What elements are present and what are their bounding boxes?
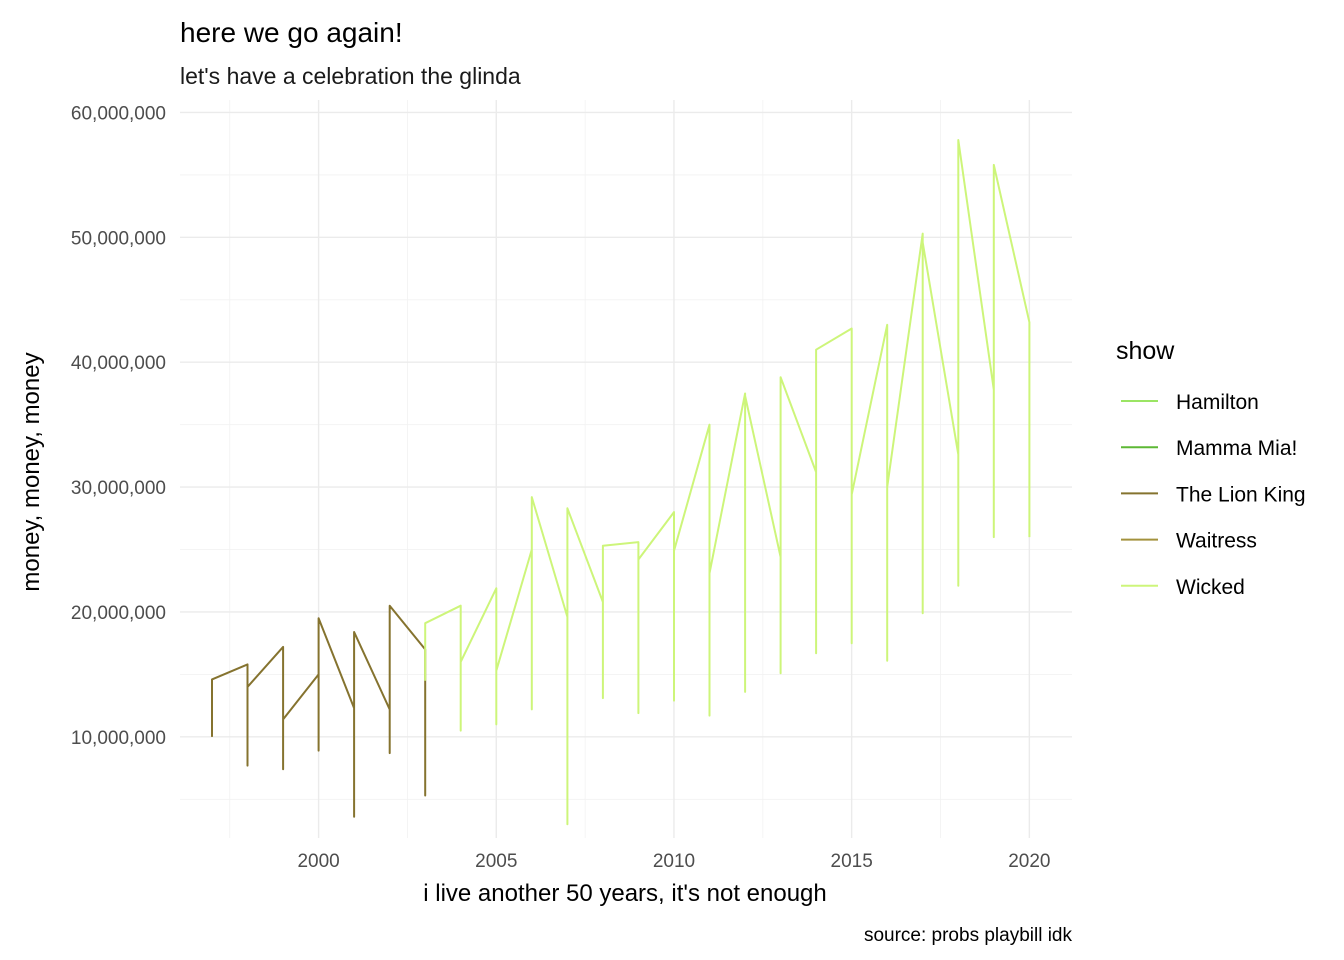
x-tick-label: 2010 xyxy=(653,851,695,872)
x-tick-labels: 2000 2005 2010 2015 2020 xyxy=(297,851,1050,872)
legend-label: Waitress xyxy=(1176,530,1257,553)
y-tick-label: 30,000,000 xyxy=(71,478,166,499)
series-lines xyxy=(211,139,1031,826)
legend-item-mamma-mia: Mamma Mia! xyxy=(1121,437,1297,460)
legend-title: show xyxy=(1116,337,1175,365)
chart-title: here we go again! xyxy=(180,17,403,48)
grid-lines xyxy=(180,100,1072,838)
legend-item-waitress: Waitress xyxy=(1121,530,1257,553)
x-axis-title: i live another 50 years, it's not enough xyxy=(423,880,827,907)
x-tick-label: 2020 xyxy=(1008,851,1050,872)
legend-item-the-lion-king: The Lion King xyxy=(1121,483,1306,506)
y-tick-label: 10,000,000 xyxy=(71,728,166,749)
chart-subtitle: let's have a celebration the glinda xyxy=(180,63,521,89)
series-line-the-lion-king xyxy=(211,604,427,818)
y-tick-labels: 10,000,000 20,000,000 30,000,000 40,000,000… xyxy=(71,103,166,748)
x-tick-label: 2005 xyxy=(475,851,517,872)
chart-caption: source: probs playbill idk xyxy=(864,925,1073,946)
y-tick-label: 20,000,000 xyxy=(71,603,166,624)
legend-item-wicked: Wicked xyxy=(1121,576,1245,599)
legend-item-hamilton: Hamilton xyxy=(1121,391,1259,414)
legend-label: Mamma Mia! xyxy=(1176,437,1297,460)
y-axis-title: money, money, money xyxy=(18,352,45,591)
y-tick-label: 50,000,000 xyxy=(71,228,166,249)
x-tick-label: 2000 xyxy=(297,851,339,872)
y-tick-label: 60,000,000 xyxy=(71,103,166,124)
series-line-wicked xyxy=(424,139,1031,826)
legend-label: Wicked xyxy=(1176,576,1245,599)
x-tick-label: 2015 xyxy=(831,851,873,872)
legend-label: Hamilton xyxy=(1176,391,1259,414)
legend-label: The Lion King xyxy=(1176,483,1306,506)
legend: show Hamilton Mamma Mia! The Lion King Wait… xyxy=(1116,337,1306,599)
y-tick-label: 40,000,000 xyxy=(71,353,166,374)
legend-entries: Hamilton Mamma Mia! The Lion King Waitress W… xyxy=(1121,391,1306,599)
